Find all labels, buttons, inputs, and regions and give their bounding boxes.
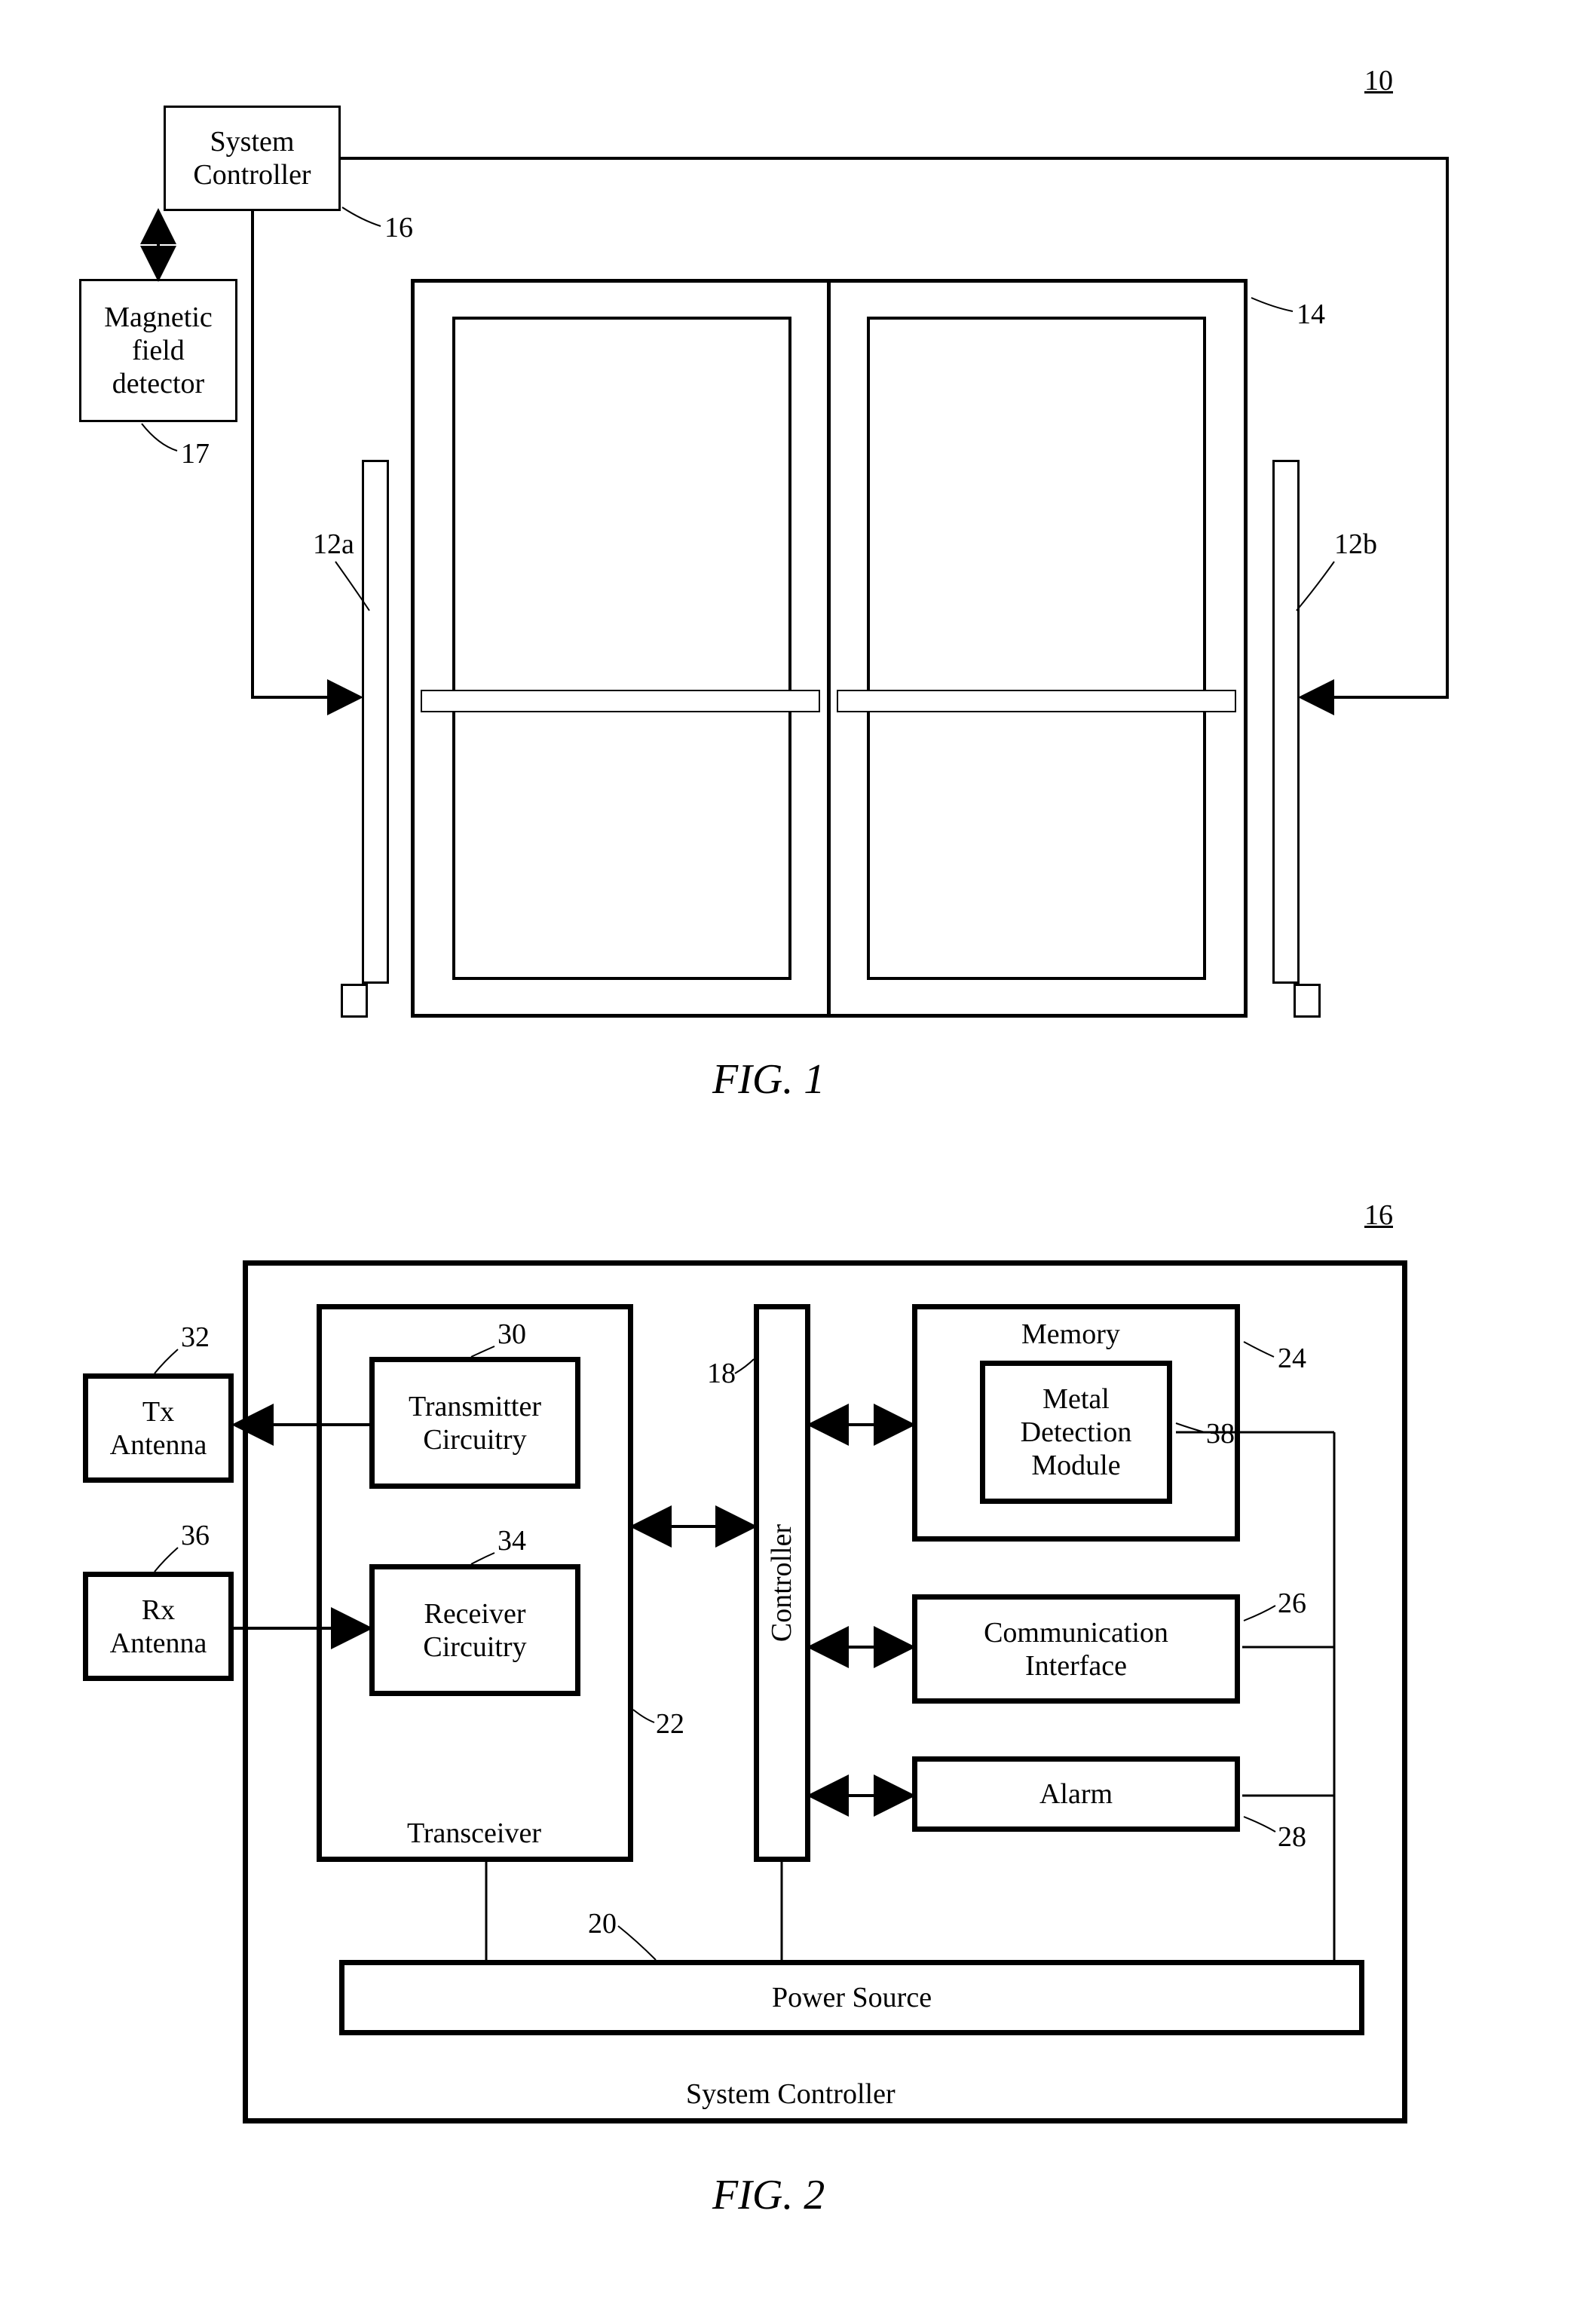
fig2-connectors <box>0 0 1589 2324</box>
